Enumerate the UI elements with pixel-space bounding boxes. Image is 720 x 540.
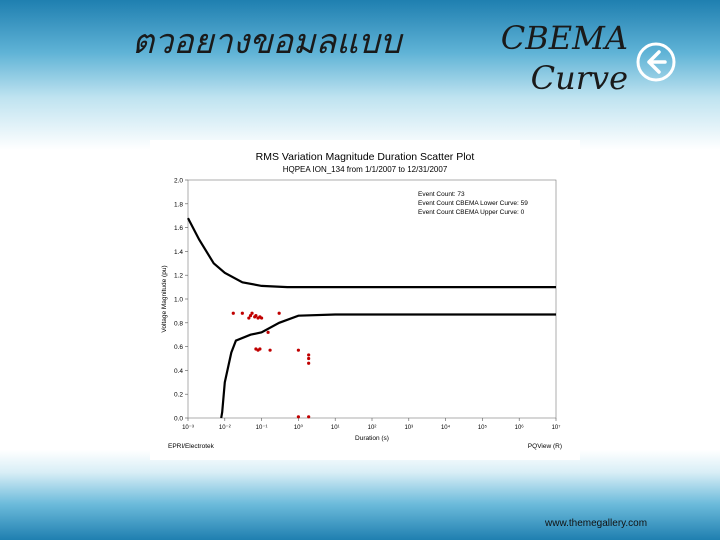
cbema-lower-curve: [220, 313, 556, 419]
event-point: [260, 316, 264, 320]
x-tick-label: 10¹: [331, 425, 340, 431]
x-tick-label: 10⁻¹: [256, 425, 268, 431]
event-point: [296, 415, 300, 419]
x-tick-label: 10⁻³: [182, 425, 194, 431]
event-point: [307, 356, 311, 361]
event-point: [247, 316, 251, 320]
cbema-upper-curve: [187, 217, 556, 289]
back-arrow-icon: [636, 42, 676, 82]
event-point: [258, 347, 262, 351]
y-axis-label: Voltage Magnitude (pu): [161, 265, 168, 332]
header-gradient: [0, 0, 720, 150]
x-tick-label: 10⁶: [515, 424, 525, 431]
y-tick-label: 0.2: [174, 392, 183, 399]
y-tick-label: 0.0: [174, 416, 183, 423]
event-count-annotation: Event Count CBEMA Lower Curve: 59: [418, 200, 528, 207]
event-point: [277, 311, 281, 315]
event-count-annotation: Event Count: 73: [418, 191, 465, 198]
y-tick-label: 1.2: [174, 273, 183, 280]
x-tick-label: 10²: [368, 425, 377, 431]
cbema-scatter-chart: RMS Variation Magnitude Duration Scatter…: [150, 140, 580, 460]
event-point: [307, 415, 311, 419]
back-button[interactable]: [634, 40, 678, 84]
event-point: [307, 353, 311, 357]
title-line-1: CBEMA: [500, 19, 628, 57]
event-point: [250, 311, 254, 315]
y-tick-label: 0.8: [174, 320, 183, 327]
x-tick-label: 10⁵: [478, 424, 488, 431]
footer-url: www.themegallery.com: [545, 518, 648, 529]
x-tick-label: 10⁻²: [219, 425, 231, 431]
y-tick-label: 0.4: [174, 368, 183, 375]
title-line-2: Curve: [530, 59, 628, 97]
slide-title-thai: ตวอยางขอมลแบบ: [132, 22, 402, 62]
chart-background: [150, 140, 580, 460]
x-tick-label: 10⁴: [441, 424, 451, 431]
y-tick-label: 1.8: [174, 201, 183, 208]
x-tick-label: 10³: [404, 425, 413, 431]
x-tick-label: 10⁷: [552, 424, 561, 431]
event-point: [296, 348, 300, 352]
event-point: [307, 361, 311, 365]
event-point: [254, 314, 258, 318]
x-tick-label: 10⁰: [294, 424, 304, 431]
y-tick-label: 1.6: [174, 225, 183, 232]
event-count-annotation: Event Count CBEMA Upper Curve: 0: [418, 209, 525, 216]
y-tick-label: 1.4: [174, 249, 183, 256]
y-tick-label: 0.6: [174, 344, 183, 351]
x-axis-label: Duration (s): [355, 435, 389, 442]
footer-gradient: [0, 450, 720, 540]
corner-label-left: EPRI/Electrotek: [168, 443, 215, 450]
y-tick-label: 1.0: [174, 297, 183, 304]
event-point: [248, 314, 253, 318]
event-point: [231, 311, 235, 315]
chart-title: RMS Variation Magnitude Duration Scatter…: [256, 151, 475, 163]
chart-subtitle: HQPEA ION_134 from 1/1/2007 to 12/31/200…: [283, 165, 448, 174]
event-point: [240, 311, 244, 315]
slide-title-english: CBEMA Curve: [501, 18, 628, 98]
event-point: [268, 348, 272, 352]
event-point: [266, 330, 270, 334]
y-tick-label: 2.0: [174, 178, 183, 185]
corner-label-right: PQView (R): [528, 443, 562, 450]
